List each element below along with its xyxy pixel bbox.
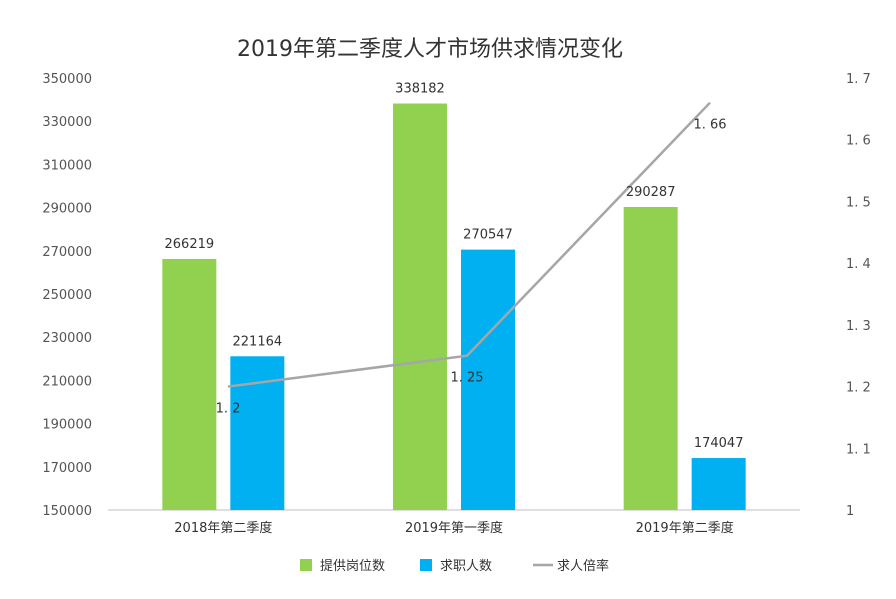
legend-label: 求职人数: [440, 559, 492, 574]
bar-positions: [393, 103, 447, 510]
bar-value-label: 221164: [233, 334, 283, 349]
ratio-value-label: 1. 2: [216, 402, 241, 417]
left-tick-label: 350000: [42, 72, 92, 87]
bar-value-label: 338182: [395, 82, 445, 97]
left-tick-label: 330000: [42, 115, 92, 130]
bars: [162, 103, 746, 511]
data-labels: 266219 338182 290287 221164 270547 174047 1. 2…: [165, 82, 744, 452]
legend-label: 提供岗位数: [320, 558, 385, 574]
category-label: 2019年第二季度: [636, 520, 734, 536]
chart-title: 2019年第二季度人才市场供求情况变化: [237, 37, 623, 62]
legend-swatch: [420, 559, 432, 571]
left-tick-label: 190000: [42, 418, 92, 433]
bar-value-label: 174047: [694, 436, 744, 451]
ratio-line-path: [227, 101, 711, 388]
left-tick-label: 310000: [42, 158, 92, 173]
right-tick-label: 1. 5: [846, 195, 871, 210]
right-tick-label: 1. 3: [846, 319, 871, 334]
left-tick-label: 150000: [42, 504, 92, 519]
category-label: 2018年第二季度: [174, 520, 272, 536]
left-axis-ticks: 150000 170000 190000 210000 230000 250000 2700…: [42, 72, 92, 519]
legend-label: 求人倍率: [557, 558, 609, 574]
category-labels: 2018年第二季度 2019年第一季度 2019年第二季度: [174, 520, 733, 536]
left-tick-label: 250000: [42, 288, 92, 303]
right-tick-label: 1. 1: [846, 442, 871, 457]
ratio-value-label: 1. 25: [450, 371, 483, 386]
right-tick-label: 1. 7: [846, 72, 871, 87]
category-label: 2019年第一季度: [405, 520, 503, 536]
right-tick-label: 1. 6: [846, 134, 871, 149]
legend: 提供岗位数 求职人数 求人倍率: [300, 558, 609, 574]
bar-positions: [623, 206, 678, 510]
left-tick-label: 210000: [42, 374, 92, 389]
bar-applicants: [461, 249, 515, 511]
right-tick-label: 1. 4: [846, 257, 871, 272]
right-tick-label: 1. 2: [846, 381, 871, 396]
bar-value-label: 290287: [626, 185, 676, 200]
right-tick-label: 1: [846, 504, 854, 519]
ratio-line: [227, 101, 711, 388]
legend-swatch: [300, 559, 312, 571]
left-tick-label: 290000: [42, 202, 92, 217]
right-axis-ticks: 1 1. 1 1. 2 1. 3 1. 4 1. 5 1. 6 1. 7: [846, 72, 871, 519]
left-tick-label: 170000: [42, 461, 92, 476]
left-tick-label: 230000: [42, 331, 92, 346]
bar-value-label: 266219: [165, 237, 215, 252]
left-tick-label: 270000: [42, 245, 92, 260]
ratio-value-label: 1. 66: [693, 118, 726, 133]
bar-applicants: [691, 458, 746, 510]
bar-value-label: 270547: [463, 228, 513, 243]
bar-positions: [162, 258, 217, 510]
